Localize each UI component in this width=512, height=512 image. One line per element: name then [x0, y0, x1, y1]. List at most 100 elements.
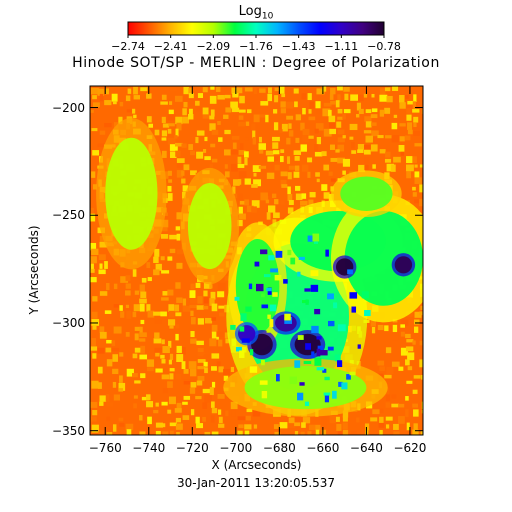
heatmap-cell: [140, 291, 147, 298]
heatmap-cell: [315, 94, 320, 102]
heatmap-cell: [358, 164, 366, 173]
heatmap-cell: [97, 347, 105, 354]
heatmap-cell: [293, 171, 300, 178]
heatmap-cell: [305, 343, 312, 350]
heatmap-cell: [342, 422, 348, 430]
heatmap-cell: [274, 199, 279, 205]
heatmap-cell: [413, 122, 417, 128]
heatmap-cell: [153, 269, 160, 276]
heatmap-cell: [125, 332, 130, 337]
heatmap-cell: [295, 193, 303, 201]
heatmap-cell: [99, 93, 104, 102]
heatmap-cell: [406, 114, 412, 121]
heatmap-cell: [182, 373, 190, 380]
heatmap-cell: [189, 298, 197, 304]
heatmap-cell: [195, 416, 200, 424]
heatmap-cell: [279, 129, 283, 133]
heatmap-cell: [189, 290, 196, 298]
heatmap-cell: [153, 338, 162, 344]
heatmap-cell: [146, 401, 154, 408]
heatmap-cell: [196, 340, 204, 346]
heatmap-cell: [176, 297, 183, 303]
heatmap-cell: [371, 93, 375, 98]
heatmap-cell: [190, 150, 196, 156]
heatmap-cell: [385, 347, 392, 354]
heatmap-cell: [414, 171, 420, 179]
heatmap-cell: [203, 297, 209, 304]
heatmap-cell: [218, 416, 223, 424]
heatmap-cell: [161, 94, 167, 100]
heatmap-cell: [419, 359, 423, 368]
heatmap-cell: [99, 401, 104, 406]
heatmap-cell: [162, 123, 170, 128]
heatmap-cell: [90, 109, 94, 113]
heatmap-cell: [412, 403, 418, 408]
heatmap-cell: [398, 403, 405, 408]
heatmap-cell: [235, 346, 242, 352]
heatmap-cell: [329, 93, 334, 100]
heatmap-cell: [133, 304, 140, 312]
heatmap-cell: [259, 149, 264, 154]
heatmap-cell: [118, 382, 126, 391]
heatmap-cell: [113, 326, 122, 334]
heatmap-cell: [99, 331, 107, 339]
heatmap-cell: [106, 339, 112, 344]
heatmap-cell: [176, 402, 182, 410]
heatmap-cell: [412, 109, 420, 113]
heatmap-cell: [134, 290, 140, 295]
heatmap-cell: [267, 87, 272, 94]
heatmap-cell: [105, 88, 109, 95]
colorbar-tick-label: −1.43: [281, 40, 316, 53]
heatmap-cell: [266, 212, 271, 220]
heatmap-cell: [349, 371, 356, 376]
heatmap-cell: [98, 430, 104, 435]
heatmap-cell: [239, 143, 244, 151]
colorbar-label: Log10: [238, 4, 274, 22]
heatmap-cell: [405, 346, 414, 352]
heatmap-cell: [391, 403, 400, 408]
heatmap-cell: [132, 269, 137, 277]
heatmap-cell: [321, 151, 327, 157]
heatmap-cell: [155, 422, 163, 428]
heatmap-cell: [269, 319, 274, 328]
field-feature-spot-4: [391, 253, 416, 277]
heatmap-cell: [139, 354, 148, 360]
heatmap-cell: [295, 137, 300, 143]
heatmap-cell: [182, 401, 188, 405]
heatmap-cell: [316, 137, 322, 145]
heatmap-cell: [338, 381, 343, 387]
heatmap-cell: [168, 304, 175, 312]
x-tick-label: −700: [219, 441, 253, 455]
heatmap-cell: [301, 93, 307, 100]
heatmap-cell: [244, 424, 252, 430]
heatmap-cell: [314, 308, 321, 315]
heatmap-cell: [203, 290, 208, 297]
x-tick-label: −640: [349, 441, 383, 455]
heatmap-cell: [274, 164, 280, 171]
heatmap-cell: [294, 422, 301, 427]
heatmap-cell: [91, 338, 97, 346]
heatmap-cell: [393, 423, 399, 430]
heatmap-cell: [391, 122, 398, 130]
heatmap-cell: [406, 380, 413, 384]
heatmap-cell: [245, 415, 251, 421]
heatmap-cell: [104, 261, 108, 269]
heatmap-cell: [161, 219, 169, 228]
heatmap-cell: [307, 157, 313, 163]
heatmap-cell: [119, 305, 123, 311]
heatmap-cell: [286, 115, 294, 120]
heatmap-cell: [364, 423, 370, 431]
heatmap-cell: [162, 212, 168, 216]
heatmap-cell: [167, 409, 172, 414]
heatmap-cell: [337, 86, 343, 91]
heatmap-cell: [251, 206, 257, 213]
heatmap-cell: [176, 249, 185, 255]
heatmap-cell: [288, 165, 296, 170]
heatmap-cell: [99, 291, 108, 296]
heatmap-cell: [325, 249, 329, 257]
heatmap-cell: [175, 423, 183, 430]
heatmap-cell: [217, 282, 226, 291]
heatmap-cell: [261, 390, 268, 399]
heatmap-cell: [361, 291, 369, 299]
heatmap-cell: [336, 121, 342, 128]
